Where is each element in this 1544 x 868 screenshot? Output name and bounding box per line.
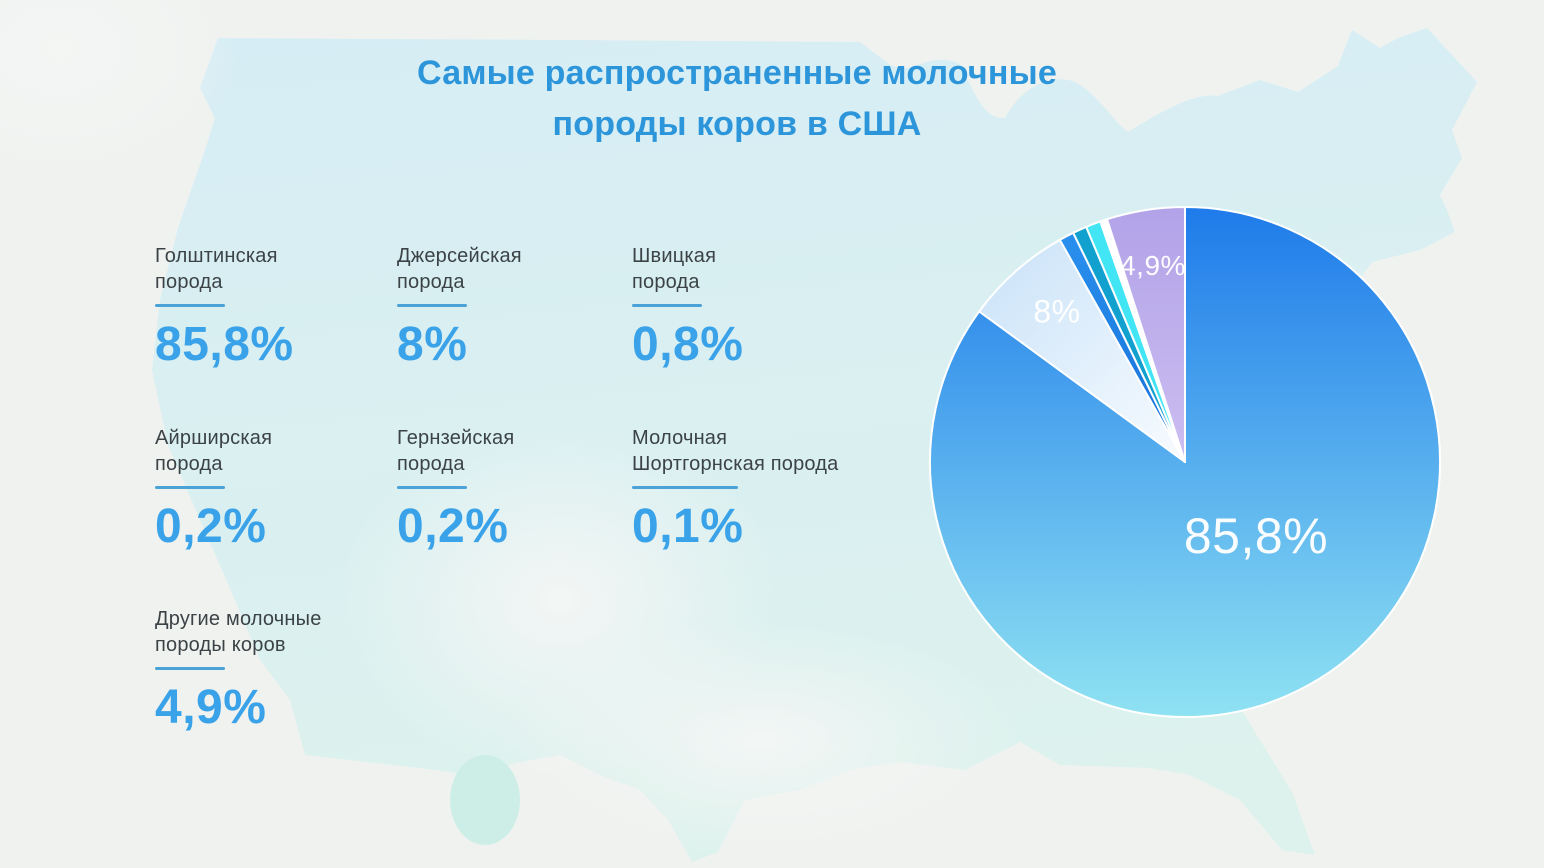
stat-label: Молочная Шортгорнская порода	[632, 427, 839, 475]
title-line-2: породы коров в США	[552, 105, 922, 143]
pie-chart	[929, 206, 1441, 718]
stat-milking-shorthorn: Молочная Шортгорнская порода 0,1%	[632, 425, 932, 554]
stat-label: Гернзейская порода	[397, 427, 515, 475]
stat-value: 0,8%	[632, 318, 744, 371]
stat-jersey: Джерсейская порода 8%	[397, 243, 657, 372]
stat-label: Голштинская порода	[155, 245, 278, 293]
map-teal-patch	[450, 755, 520, 845]
stat-underline	[632, 486, 738, 489]
stat-underline	[632, 304, 702, 307]
stat-label: Айрширская порода	[155, 427, 273, 475]
stat-value: 0,2%	[155, 500, 267, 553]
stat-underline	[155, 486, 225, 489]
pie-slice-6	[1106, 206, 1186, 463]
infographic-title: Самые распространенные молочные породы к…	[0, 48, 1474, 150]
stat-underline	[155, 304, 225, 307]
stat-guernsey: Гернзейская порода 0,2%	[397, 425, 657, 554]
stat-value: 8%	[397, 318, 468, 371]
stat-ayrshire: Айрширская порода 0,2%	[155, 425, 415, 554]
stat-label: Другие молочные породы коров	[155, 608, 322, 656]
stat-label: Джерсейская порода	[397, 245, 522, 293]
stat-holstein: Голштинская порода 85,8%	[155, 243, 415, 372]
stat-label: Швицкая порода	[632, 245, 717, 293]
stat-other-breeds: Другие молочные породы коров 4,9%	[155, 606, 415, 735]
stat-underline	[397, 486, 467, 489]
stat-value: 4,9%	[155, 681, 267, 734]
pie-label-holstein: 85,8%	[1183, 508, 1329, 564]
stat-underline	[397, 304, 467, 307]
map-light-patch	[500, 620, 1020, 860]
stat-underline	[155, 667, 225, 670]
stat-brown-swiss: Швицкая порода 0,8%	[632, 243, 892, 372]
title-line-1: Самые распространенные молочные	[417, 54, 1057, 92]
map-light-patch	[0, 0, 240, 180]
stat-value: 0,2%	[397, 500, 509, 553]
stat-value: 0,1%	[632, 500, 744, 553]
stat-value: 85,8%	[155, 318, 294, 371]
pie-label-jersey: 8%	[1033, 293, 1081, 330]
pie-slice-1	[978, 238, 1186, 463]
pie-label-other-breeds: 4,9%	[1120, 250, 1186, 281]
